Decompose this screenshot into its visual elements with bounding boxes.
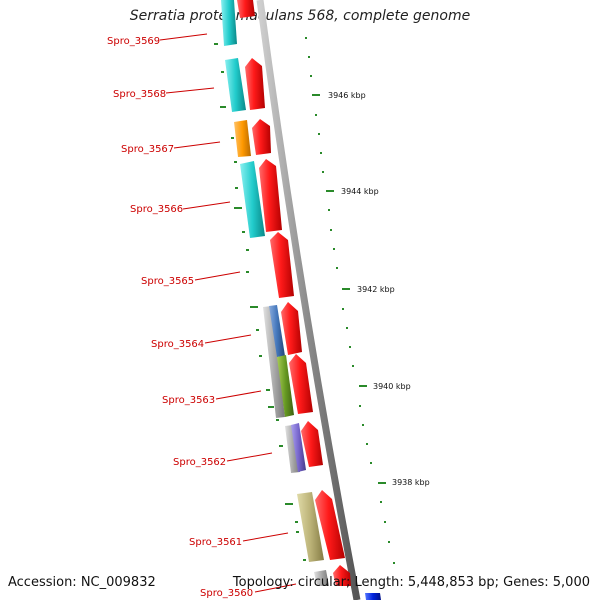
gene-box[interactable]: [314, 570, 329, 586]
gene-label[interactable]: Spro_3560: [200, 588, 253, 599]
label-leaders: [159, 33, 297, 593]
reverse-genes: [221, 0, 381, 600]
genome-summary: Topology: circular; Length: 5,448,853 bp…: [232, 575, 590, 590]
gene-label[interactable]: Spro_3568: [113, 89, 166, 100]
gene-arrow[interactable]: [281, 302, 302, 355]
genome-title: Serratia proteamaculans 568, complete ge…: [129, 8, 471, 24]
scale-ruler: [305, 37, 395, 564]
gene-label[interactable]: Spro_3566: [130, 204, 183, 215]
gene-box[interactable]: [269, 305, 285, 357]
gene-box[interactable]: [240, 161, 265, 238]
gene-arrow[interactable]: [333, 565, 351, 586]
gc-marks: [214, 43, 306, 561]
gene-box[interactable]: [263, 306, 285, 418]
forward-genes: [237, 0, 351, 586]
gene-box[interactable]: [291, 423, 306, 472]
gene-arrow[interactable]: [252, 119, 271, 155]
gene-label[interactable]: Spro_3565: [141, 276, 194, 287]
gene-label[interactable]: Spro_3561: [189, 537, 242, 548]
kbp-label: 3942 kbp: [357, 285, 395, 294]
gene-arrow[interactable]: [289, 354, 313, 414]
gene-arrow[interactable]: [245, 58, 265, 110]
gene-box[interactable]: [285, 425, 300, 473]
genome-backbone: [256, 0, 361, 600]
gene-box[interactable]: [297, 492, 324, 562]
gene-label[interactable]: Spro_3563: [162, 395, 215, 406]
gene-box[interactable]: [277, 355, 294, 417]
gene-label[interactable]: Spro_3567: [121, 144, 174, 155]
gene-box[interactable]: [365, 593, 381, 600]
kbp-label: 3940 kbp: [373, 382, 411, 391]
gene-arrow[interactable]: [301, 421, 323, 467]
gene-label[interactable]: Spro_3564: [151, 339, 204, 350]
gene-label[interactable]: Spro_3562: [173, 457, 226, 468]
gene-label[interactable]: Spro_3569: [107, 36, 160, 47]
kbp-label: 3946 kbp: [328, 91, 366, 100]
gene-arrow[interactable]: [237, 0, 255, 18]
gene-box[interactable]: [221, 0, 237, 46]
kbp-label: 3944 kbp: [341, 187, 379, 196]
gene-box[interactable]: [234, 120, 251, 157]
gene-labels: Spro_3569 Spro_3568 Spro_3567 Spro_3566 …: [107, 36, 253, 599]
kbp-label: 3938 kbp: [392, 478, 430, 487]
scale-labels: 3946 kbp 3944 kbp 3942 kbp 3940 kbp 3938…: [328, 91, 430, 487]
gene-box[interactable]: [225, 58, 246, 112]
accession-label: Accession: NC_009832: [8, 575, 156, 590]
gene-arrow[interactable]: [315, 490, 345, 560]
gene-arrow[interactable]: [270, 232, 294, 298]
gene-arrow[interactable]: [259, 159, 282, 232]
